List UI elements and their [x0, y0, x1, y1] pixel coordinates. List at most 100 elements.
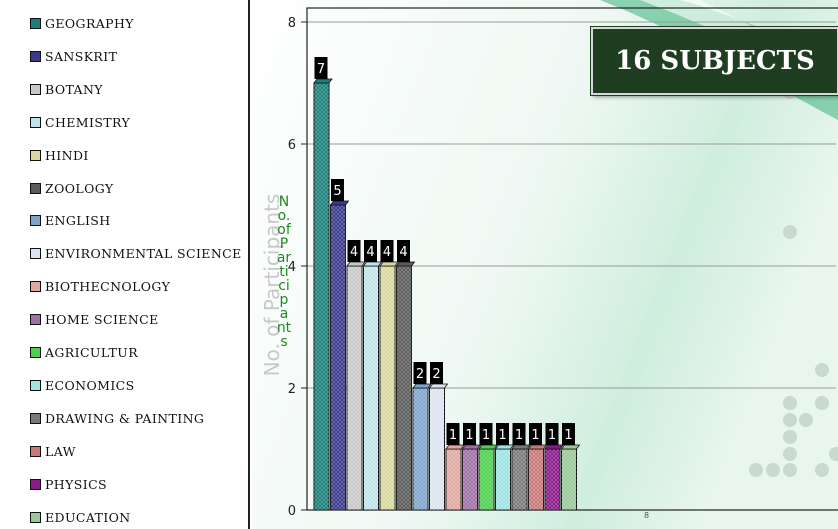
legend-label: ENGLISH — [45, 213, 111, 229]
background-dot — [815, 463, 829, 477]
data-label-box — [562, 423, 575, 445]
data-label-box — [347, 240, 361, 262]
data-label-box — [314, 57, 328, 79]
bar-texture — [314, 83, 329, 510]
data-label-text: 1 — [515, 428, 523, 443]
legend-swatch — [30, 18, 41, 29]
data-label-text: 1 — [498, 428, 506, 443]
legend-swatch — [30, 379, 41, 391]
data-label: 1 — [446, 423, 460, 445]
data-label: 1 — [529, 423, 542, 445]
y-tick-label: 0 — [288, 504, 296, 519]
legend-item: ECONOMICS — [30, 378, 135, 393]
bar — [313, 78, 333, 511]
background-dot — [799, 413, 813, 427]
legend-swatch — [30, 116, 41, 128]
data-label: 7 — [314, 57, 328, 79]
background-dot — [829, 447, 838, 461]
data-label-box — [364, 240, 377, 262]
data-label: 4 — [397, 240, 410, 262]
bar — [494, 444, 515, 511]
y-tick-label: 4 — [288, 260, 296, 275]
legend-label: EDUCATION — [45, 509, 131, 525]
legend-item: PHYSICS — [30, 477, 107, 492]
legend-swatch — [30, 149, 41, 161]
subjects-count-badge: 16 SUBJECTS — [591, 27, 838, 95]
bar-texture — [363, 266, 379, 510]
data-label-text: 1 — [531, 428, 539, 443]
legend-swatch — [30, 182, 41, 194]
data-label: 1 — [512, 423, 526, 445]
legend-swatch — [30, 215, 41, 227]
subjects-count-label: 16 SUBJECTS — [615, 46, 815, 76]
bar-top-face — [346, 261, 366, 267]
legend-swatch — [30, 314, 41, 326]
chart-bars — [313, 78, 581, 511]
bar — [560, 444, 581, 511]
legend-label: HINDI — [45, 147, 89, 163]
data-label-text: 1 — [548, 428, 556, 443]
y-tick-label: 6 — [288, 138, 296, 153]
bar — [461, 444, 482, 511]
bar-texture — [396, 266, 412, 510]
bar-texture — [330, 205, 346, 510]
bar — [511, 444, 531, 511]
bar — [527, 444, 548, 511]
bar-texture — [561, 449, 577, 510]
bar — [544, 444, 564, 511]
legend-label: HOME SCIENCE — [45, 312, 159, 328]
legend-swatch — [30, 281, 41, 293]
background-dot — [815, 396, 829, 410]
bar — [395, 261, 416, 511]
legend-swatch — [30, 83, 41, 95]
data-label-text: 1 — [564, 428, 572, 443]
bar-top-face — [395, 261, 416, 267]
bar-top-face — [313, 78, 333, 84]
legend-item: HOME SCIENCE — [30, 312, 159, 327]
data-label-text: 1 — [449, 428, 457, 443]
data-label: 1 — [463, 423, 476, 445]
data-label-box — [430, 362, 443, 384]
background-dot — [783, 463, 797, 477]
data-label: 1 — [545, 423, 559, 445]
data-label-box — [512, 423, 526, 445]
legend-label: ZOOLOGY — [45, 180, 114, 196]
data-label-text: 2 — [432, 367, 440, 382]
background-dot — [783, 430, 797, 444]
y-tick-label: 8 — [288, 16, 296, 31]
legend-item: CHEMISTRY — [30, 115, 130, 130]
bar — [478, 444, 498, 511]
legend-item: ENGLISH — [30, 213, 111, 228]
background-dot — [783, 396, 797, 410]
bar — [329, 200, 350, 511]
x-axis-tick-label: 8 — [644, 511, 650, 520]
bar-top-face — [560, 444, 581, 450]
data-label-text: 2 — [416, 367, 424, 382]
bar-texture — [429, 388, 445, 510]
data-label-box — [380, 240, 394, 262]
bar-texture — [462, 449, 478, 510]
bar-top-face — [494, 444, 515, 450]
bar — [445, 444, 465, 511]
legend-swatch — [30, 50, 41, 62]
data-label: 4 — [364, 240, 377, 262]
data-label: 5 — [331, 179, 344, 201]
data-label-box — [496, 423, 509, 445]
data-label-text: 1 — [465, 428, 473, 443]
background-dot — [749, 463, 763, 477]
legend-item: SANSKRIT — [30, 49, 117, 64]
data-label-box — [397, 240, 410, 262]
legend-label: ECONOMICS — [45, 377, 135, 393]
background-dot — [815, 363, 829, 377]
y-tick-label: 2 — [288, 382, 296, 397]
data-label-text: 4 — [383, 245, 391, 260]
legend-item: DRAWING & PAINTING — [30, 411, 204, 426]
data-label-box — [529, 423, 542, 445]
data-label: 1 — [562, 423, 575, 445]
y-axis-label-group: No. of Participants No. of Participants — [250, 194, 291, 377]
legend-item: HINDI — [30, 148, 89, 163]
bar-top-face — [461, 444, 482, 450]
legend-swatch — [30, 445, 41, 457]
legend-item: EDUCATION — [30, 510, 131, 525]
